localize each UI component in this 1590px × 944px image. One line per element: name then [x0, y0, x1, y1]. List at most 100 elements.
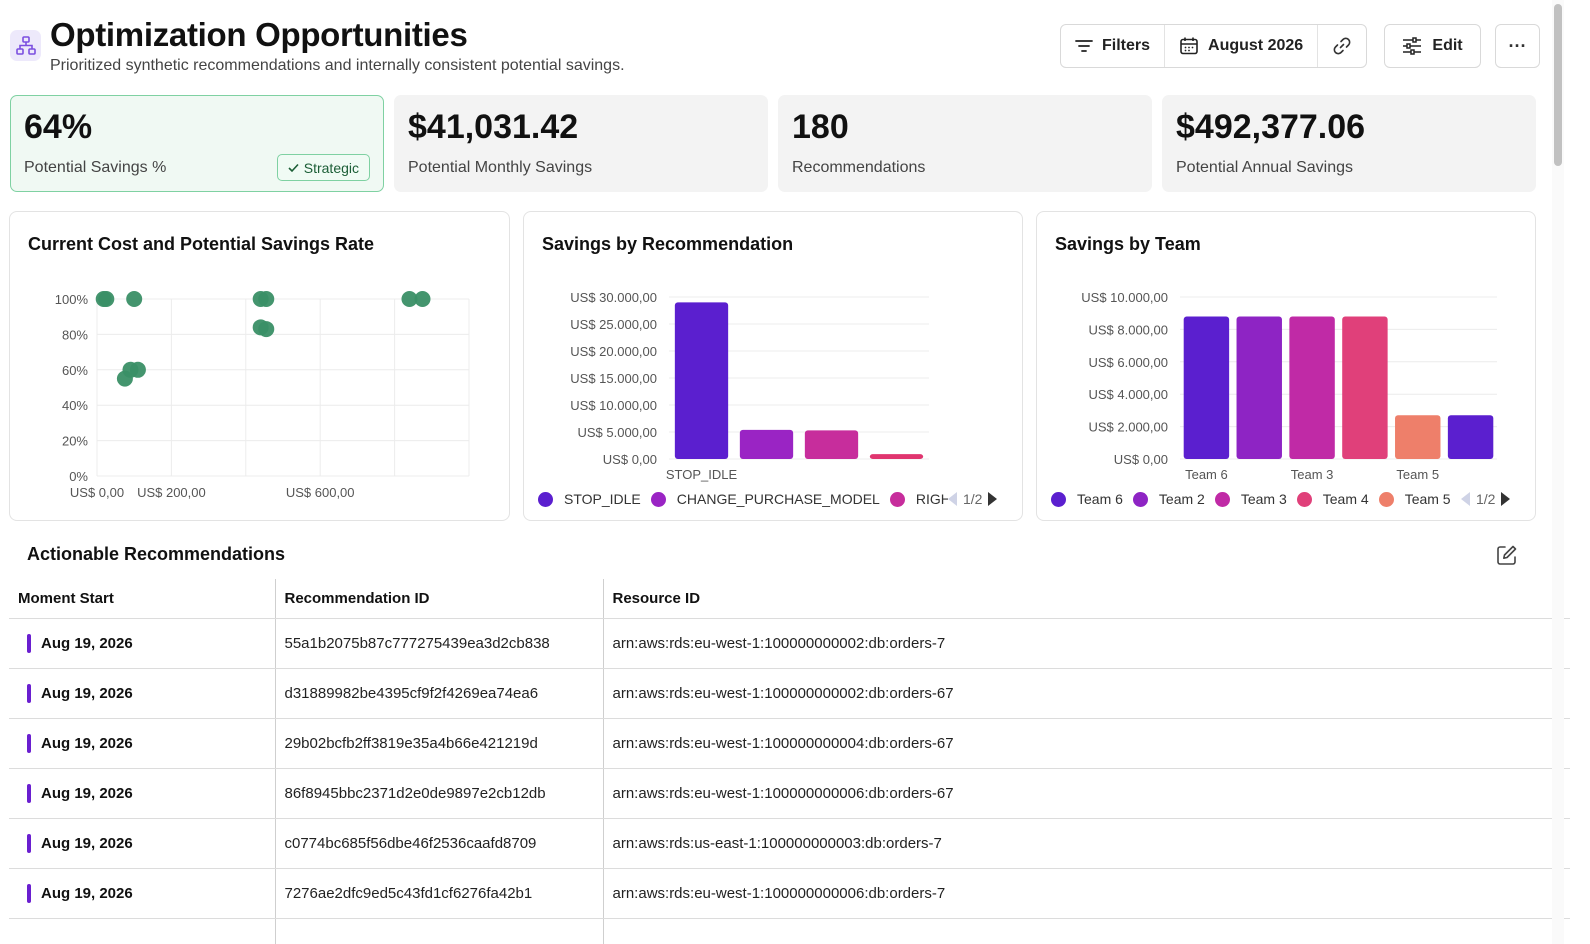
scatter-point [258, 291, 275, 307]
y-tick-label: US$ 10.000,00 [1081, 290, 1168, 305]
bar [1289, 316, 1335, 459]
legend-label: STOP_IDLE [564, 491, 641, 507]
legend-prev-icon[interactable] [1461, 492, 1470, 506]
legend-swatch [1132, 491, 1148, 507]
scrollbar-thumb[interactable] [1554, 4, 1562, 166]
legend-item[interactable]: CHANGE_PURCHASE_MODEL [650, 491, 880, 507]
badge-label: Strategic [303, 159, 359, 176]
moment-start-cell: Aug 19, 2026 [9, 818, 276, 869]
column-header-moment-start[interactable]: Moment Start [9, 579, 276, 619]
legend-item[interactable]: Team 5 [1378, 491, 1451, 507]
legend-prev-icon[interactable] [948, 492, 957, 506]
moment-start-value: Aug 19, 2026 [41, 784, 133, 802]
bar [674, 302, 729, 459]
kpi-card-savings-percent[interactable]: 64% Potential Savings % Strategic [10, 95, 384, 192]
page-title: Optimization Opportunities [50, 16, 468, 53]
scatter-point [129, 361, 146, 378]
y-tick-label: US$ 30.000,00 [570, 290, 657, 305]
more-options-button[interactable]: ··· [1495, 24, 1540, 68]
chart-legend: STOP_IDLE CHANGE_PURCHASE_MODEL RIGHTS [538, 487, 948, 511]
y-tick-label: 100% [55, 292, 89, 307]
table-header-row: Moment Start Recommendation ID Resource … [9, 579, 1570, 619]
chart-title: Savings by Team [1055, 234, 1201, 254]
calendar-icon [1180, 37, 1198, 55]
legend-next-icon[interactable] [988, 492, 998, 506]
legend-item[interactable]: Team 3 [1214, 491, 1287, 507]
bar [1447, 415, 1494, 459]
kpi-value: 180 [792, 108, 849, 146]
y-tick-label: US$ 4.000,00 [1088, 387, 1168, 402]
legend-next-icon[interactable] [1501, 492, 1511, 506]
table-row[interactable]: Aug 19, 2026 c0774bc685f56dbe46f2536caafd… [9, 818, 1570, 869]
legend-label: Team 5 [1404, 491, 1451, 507]
check-icon [288, 163, 299, 172]
resource-id-cell: arn:aws:rds:eu-west-1:100000000002:db:or… [603, 618, 1570, 669]
bar [1342, 316, 1388, 459]
resource-id-cell: arn:aws:rds:eu-west-1:100000000004:db:or… [603, 718, 1570, 769]
legend-pager: 1/2 [1461, 491, 1511, 507]
y-tick-label: US$ 2.000,00 [1088, 420, 1168, 435]
legend-item[interactable]: RIGHTS [889, 491, 948, 507]
y-tick-label: US$ 10.000,00 [570, 398, 657, 413]
date-picker-button[interactable]: August 2026 [1165, 25, 1319, 67]
row-marker [27, 783, 31, 803]
moment-start-cell: Aug 19, 2026 [9, 618, 276, 669]
table-row[interactable]: Aug 19, 2026 29b02bcfb2ff3819e35a4b66e421… [9, 718, 1570, 769]
x-tick-label: US$ 0,00 [70, 485, 124, 500]
x-tick-label: Team 3 [1291, 467, 1334, 482]
table-row[interactable]: Aug 19, 2026 7276ae2dfc9ed5c43fd1cf6276fa… [9, 868, 1570, 919]
bar [869, 454, 924, 459]
moment-start-value: Aug 19, 2026 [41, 834, 133, 852]
y-tick-label: US$ 8.000,00 [1088, 322, 1168, 337]
empty-cell [603, 918, 1570, 944]
column-header-recommendation-id[interactable]: Recommendation ID [275, 579, 604, 619]
table-row[interactable]: Aug 19, 2026 86f8945bbc2371d2e0de9897e2cb… [9, 768, 1570, 819]
recommendation-id-cell: d31889982be4395cf9f2f4269ea74ea6 [275, 668, 604, 719]
legend-item[interactable]: Team 6 [1051, 491, 1123, 507]
row-marker [27, 683, 31, 703]
legend-swatch [1296, 491, 1312, 507]
resource-id-cell: arn:aws:rds:eu-west-1:100000000006:db:or… [603, 868, 1570, 919]
y-tick-label: US$ 0,00 [1114, 452, 1168, 467]
y-tick-label: 0% [69, 469, 88, 484]
legend-item[interactable]: Team 4 [1296, 491, 1369, 507]
moment-start-cell: Aug 19, 2026 [9, 718, 276, 769]
legend-item[interactable]: Team 2 [1132, 491, 1205, 507]
legend-swatch [889, 491, 905, 507]
x-tick-label: Team 6 [1185, 467, 1228, 482]
team-bar-chart: US$ 0,00 US$ 2.000,00 US$ 4.000,00 US$ 6.00… [1081, 290, 1497, 482]
edit-button[interactable]: Edit [1384, 24, 1481, 68]
kpi-card-annual-savings[interactable]: $492,377.06 Potential Annual Savings [1162, 95, 1536, 192]
y-tick-label: 60% [62, 363, 88, 378]
resource-id-cell: arn:aws:rds:eu-west-1:100000000002:db:or… [603, 668, 1570, 719]
empty-cell [9, 918, 276, 944]
recommendation-id-cell: 55a1b2075b87c777275439ea3d2cb838 [275, 618, 604, 669]
scatter-point [126, 291, 143, 307]
table-row[interactable]: Aug 19, 2026 d31889982be4395cf9f2f4269ea7… [9, 668, 1570, 719]
kpi-card-recommendations[interactable]: 180 Recommendations [778, 95, 1152, 192]
kpi-label: Recommendations [792, 159, 926, 176]
row-marker [27, 733, 31, 753]
x-tick-label: US$ 200,00 [137, 485, 206, 500]
moment-start-value: Aug 19, 2026 [41, 634, 133, 652]
legend-item[interactable]: STOP_IDLE [538, 491, 641, 507]
legend-page: 1/2 [1476, 491, 1496, 507]
column-header-resource-id[interactable]: Resource ID [603, 579, 1570, 619]
y-tick-label: 80% [62, 327, 88, 342]
share-link-button[interactable] [1318, 25, 1366, 67]
filters-button[interactable]: Filters [1061, 25, 1166, 67]
recommendation-id-cell: 29b02bcfb2ff3819e35a4b66e421219d [275, 718, 604, 769]
kpi-label: Potential Monthly Savings [408, 159, 593, 176]
legend-pager: 1/2 [948, 491, 998, 507]
table-row[interactable]: Aug 19, 2026 55a1b2075b87c777275439ea3d2c… [9, 618, 1570, 669]
sliders-icon [1403, 37, 1422, 55]
edit-table-icon[interactable] [1496, 544, 1520, 568]
kpi-card-monthly-savings[interactable]: $41,031.42 Potential Monthly Savings [394, 95, 768, 192]
page-scrollbar[interactable] [1552, 0, 1564, 944]
legend-swatch [538, 491, 553, 507]
y-tick-label: US$ 15.000,00 [570, 371, 657, 386]
recommendation-id-cell: 7276ae2dfc9ed5c43fd1cf6276fa42b1 [275, 868, 604, 919]
x-tick-label: US$ 600,00 [286, 485, 355, 500]
y-tick-label: US$ 25.000,00 [570, 317, 657, 332]
page-header: Optimization Opportunities Prioritized s… [10, 14, 1556, 84]
